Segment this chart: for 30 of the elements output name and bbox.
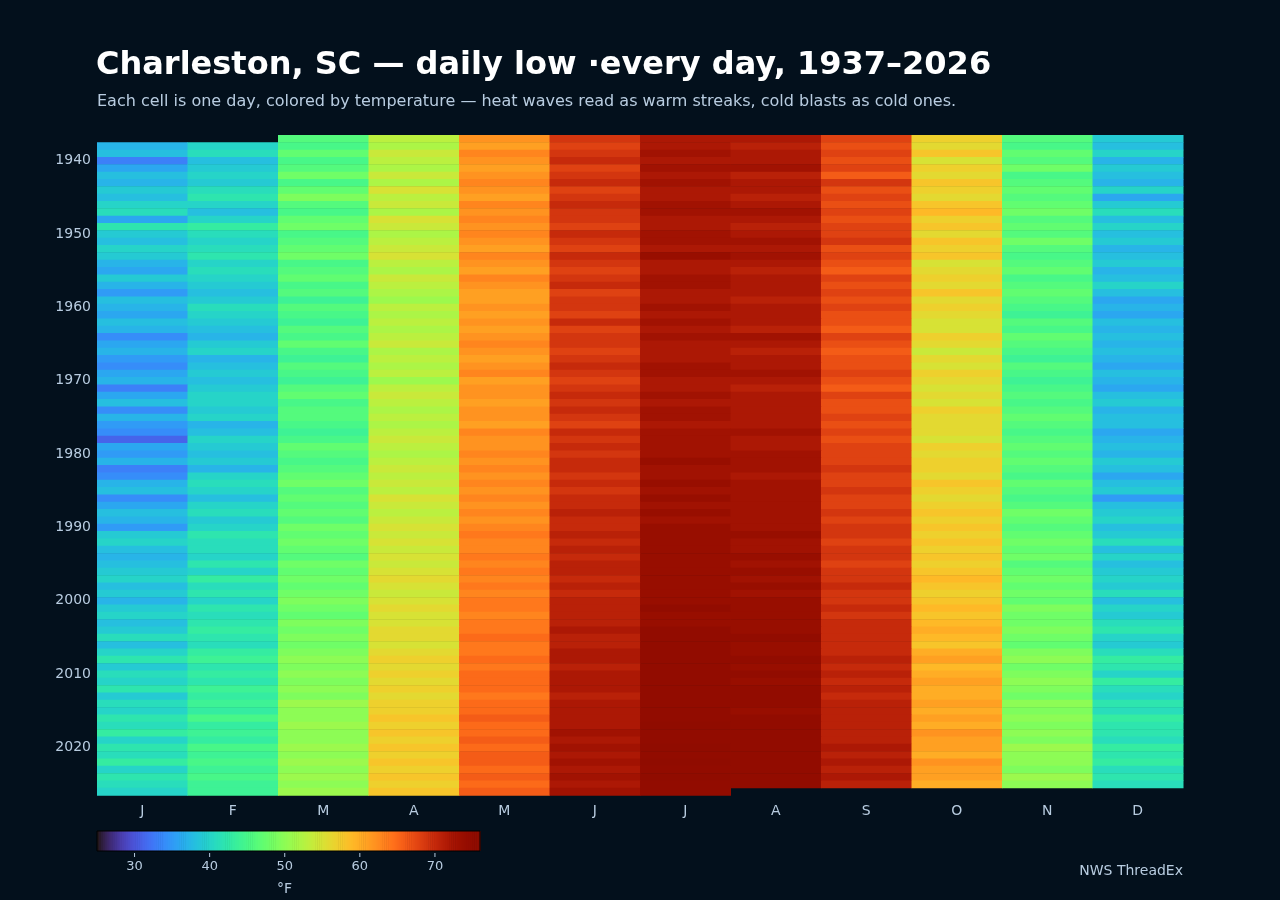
x-tick-label: J bbox=[682, 802, 688, 819]
y-tick-label: 1960 bbox=[55, 298, 91, 315]
y-tick-label: 1990 bbox=[55, 518, 91, 535]
y-tick-label: 1980 bbox=[55, 444, 91, 461]
chart-subtitle: Each cell is one day, colored by temperature — heat waves read as warm streaks, cold blasts as cold ones. bbox=[97, 91, 957, 110]
y-tick-label: 1950 bbox=[55, 224, 91, 241]
x-tick-label: J bbox=[139, 802, 145, 819]
x-tick-label: F bbox=[228, 802, 237, 819]
x-tick-label: M bbox=[498, 802, 511, 819]
color-bar-label: 70 bbox=[426, 857, 444, 873]
y-tick-label: 2000 bbox=[55, 591, 91, 608]
color-bar-label: 60 bbox=[351, 857, 369, 873]
x-tick-label: N bbox=[1042, 802, 1053, 819]
y-tick-label: 2010 bbox=[55, 664, 91, 681]
color-bar-label: 30 bbox=[126, 857, 143, 873]
y-tick-label: 1940 bbox=[55, 151, 91, 168]
text: NWS ThreadEx bbox=[1079, 862, 1183, 878]
x-tick-label: M bbox=[317, 802, 330, 819]
x-tick-label: D bbox=[1132, 802, 1144, 819]
x-tick-label: J bbox=[591, 802, 597, 819]
x-tick-label: A bbox=[408, 802, 419, 819]
color-bar-label: 50 bbox=[276, 857, 294, 873]
x-tick-label: O bbox=[951, 802, 963, 819]
y-tick-label: 1970 bbox=[55, 371, 91, 388]
y-tick-label: 2020 bbox=[55, 738, 91, 755]
color-bar-title: °F bbox=[277, 880, 293, 896]
chart-title: Charleston, SC — daily low ·every day, 1937–2026 bbox=[96, 44, 992, 82]
x-tick-label: A bbox=[770, 802, 781, 819]
color-bar-label: 40 bbox=[201, 857, 218, 873]
x-tick-label: S bbox=[861, 802, 871, 819]
